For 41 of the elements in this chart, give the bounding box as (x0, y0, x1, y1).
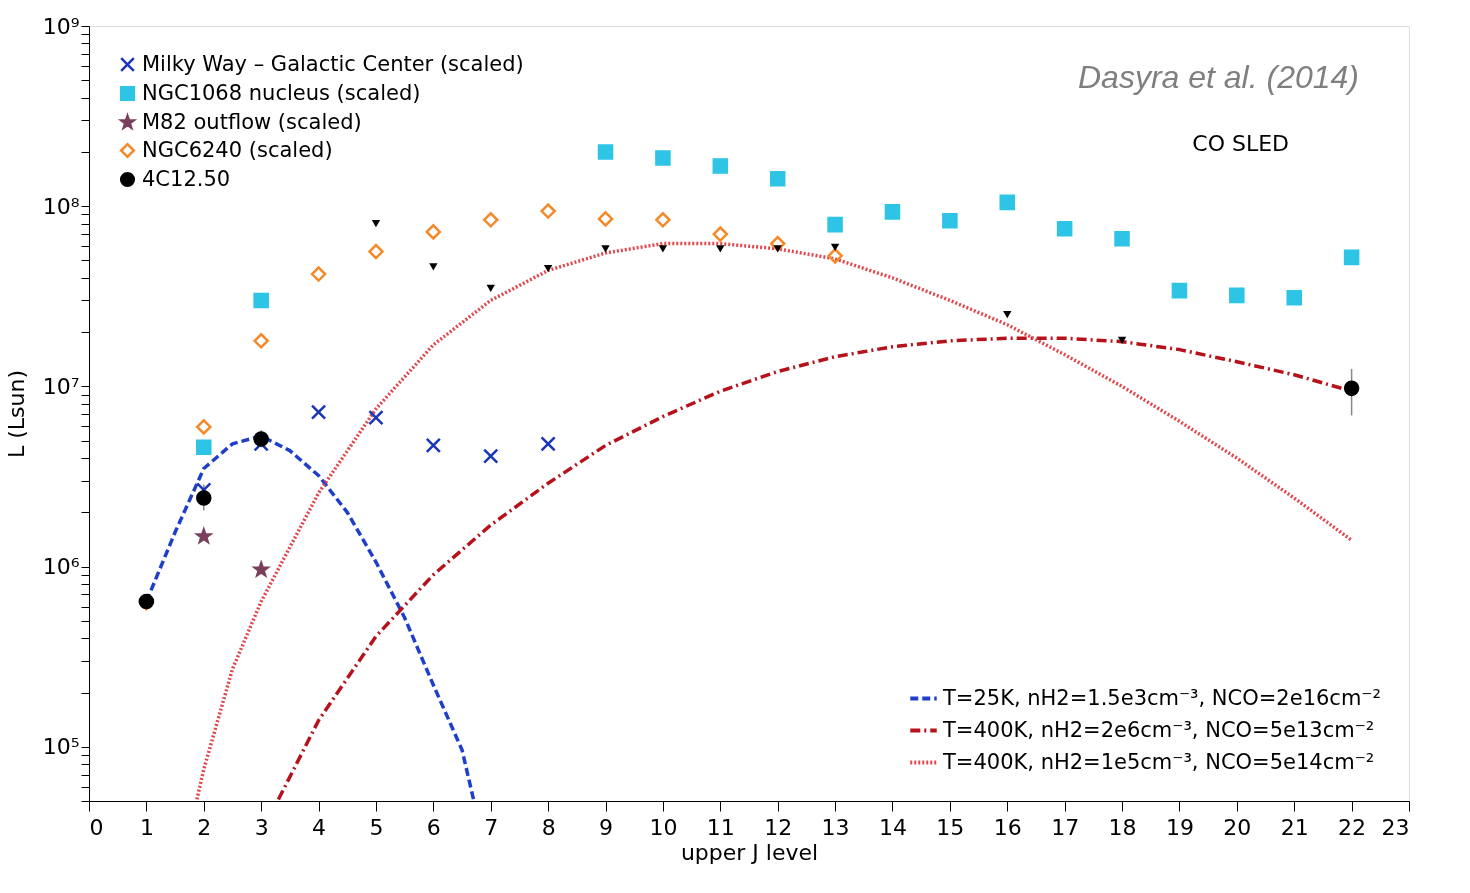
x-tick-label: 5 (369, 814, 384, 840)
legend-label: NGC6240 (scaled) (142, 137, 333, 162)
x-tick-label: 12 (764, 814, 793, 840)
x-tick-label: 7 (484, 814, 499, 840)
x-tick-label: 15 (936, 814, 965, 840)
x-tick-label: 17 (1051, 814, 1080, 840)
annotation: CO SLED (1192, 131, 1289, 156)
x-tick-label: 21 (1280, 814, 1309, 840)
x-tick-label: 3 (254, 814, 269, 840)
legend-label: 4C12.50 (142, 166, 231, 191)
annotation: Dasyra et al. (2014) (1077, 59, 1359, 95)
x-tick-label: 9 (599, 814, 614, 840)
x-tick-label: 16 (993, 814, 1022, 840)
x-tick-label: 19 (1165, 814, 1194, 840)
legend-label: M82 outflow (scaled) (142, 109, 362, 134)
legend-label: T=25K, nH2=1.5e3cm⁻³, NCO=2e16cm⁻² (942, 685, 1381, 710)
x-tick-label: 6 (426, 814, 441, 840)
x-tick-label: 23 (1381, 814, 1410, 840)
x-tick-label: 2 (197, 814, 212, 840)
y-tick-label: 10⁶ (42, 554, 80, 580)
x-tick-label: 11 (706, 814, 735, 840)
legend-label: T=400K, nH2=1e5cm⁻³, NCO=5e14cm⁻² (942, 749, 1375, 774)
y-tick-label: 10⁹ (42, 13, 80, 39)
x-tick-label: 4 (312, 814, 327, 840)
x-tick-label: 8 (541, 814, 556, 840)
x-tick-label: 20 (1223, 814, 1252, 840)
legend-label: T=400K, nH2=2e6cm⁻³, NCO=5e13cm⁻² (942, 717, 1375, 742)
legend-label: Milky Way – Galactic Center (scaled) (142, 51, 524, 76)
legend-label: NGC1068 nucleus (scaled) (142, 80, 421, 105)
x-tick-label: 22 (1338, 814, 1367, 840)
y-tick-label: 10⁸ (42, 193, 80, 219)
y-tick-label: 10⁵ (42, 734, 80, 760)
x-tick-label: 13 (821, 814, 850, 840)
y-axis-title: L (Lsun) (3, 369, 29, 459)
x-tick-label: 1 (139, 814, 154, 840)
x-axis-title: upper J level (680, 839, 819, 865)
x-tick-label: 0 (89, 814, 104, 840)
x-tick-label: 10 (649, 814, 678, 840)
x-tick-label: 18 (1108, 814, 1137, 840)
y-tick-label: 10⁷ (42, 373, 80, 399)
x-tick-label: 14 (878, 814, 907, 840)
